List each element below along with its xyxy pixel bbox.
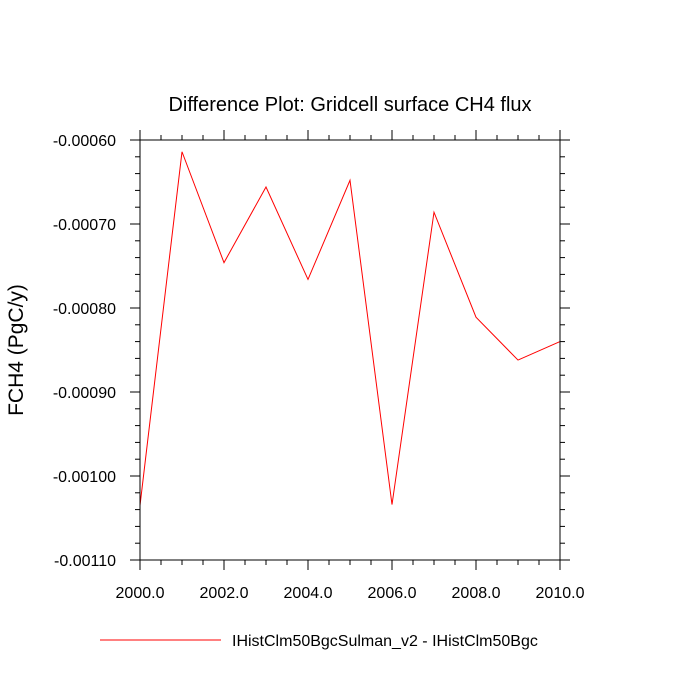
y-tick-label: -0.00060 <box>53 133 116 150</box>
chart-title: Difference Plot: Gridcell surface CH4 fl… <box>168 94 531 116</box>
y-tick-label: -0.00110 <box>54 553 116 570</box>
tick-labels: 2000.0 2002.0 2004.0 2006.0 2008.0 2010.0 -0.0… <box>53 133 585 602</box>
y-axis-label: FCH4 (PgC/y) <box>5 284 28 416</box>
y-tick-label: -0.00080 <box>53 301 116 318</box>
x-tick-label: 2006.0 <box>368 585 417 602</box>
y-tick-label: -0.00090 <box>53 385 116 402</box>
y-tick-label: -0.00070 <box>53 217 116 234</box>
legend: IHistClm50BgcSulman_v2 - IHistClm50Bgc <box>100 633 538 650</box>
axis-ticks <box>130 130 570 570</box>
x-tick-label: 2004.0 <box>284 585 333 602</box>
y-tick-label: -0.00100 <box>53 469 116 486</box>
x-tick-label: 2000.0 <box>116 585 165 602</box>
legend-entry: IHistClm50BgcSulman_v2 - IHistClm50Bgc <box>232 633 538 650</box>
x-tick-label: 2008.0 <box>452 585 501 602</box>
plot-frame <box>139 139 561 561</box>
x-tick-label: 2002.0 <box>200 585 249 602</box>
x-tick-label: 2010.0 <box>536 585 585 602</box>
series-group <box>139 151 561 506</box>
series-line <box>139 151 561 506</box>
